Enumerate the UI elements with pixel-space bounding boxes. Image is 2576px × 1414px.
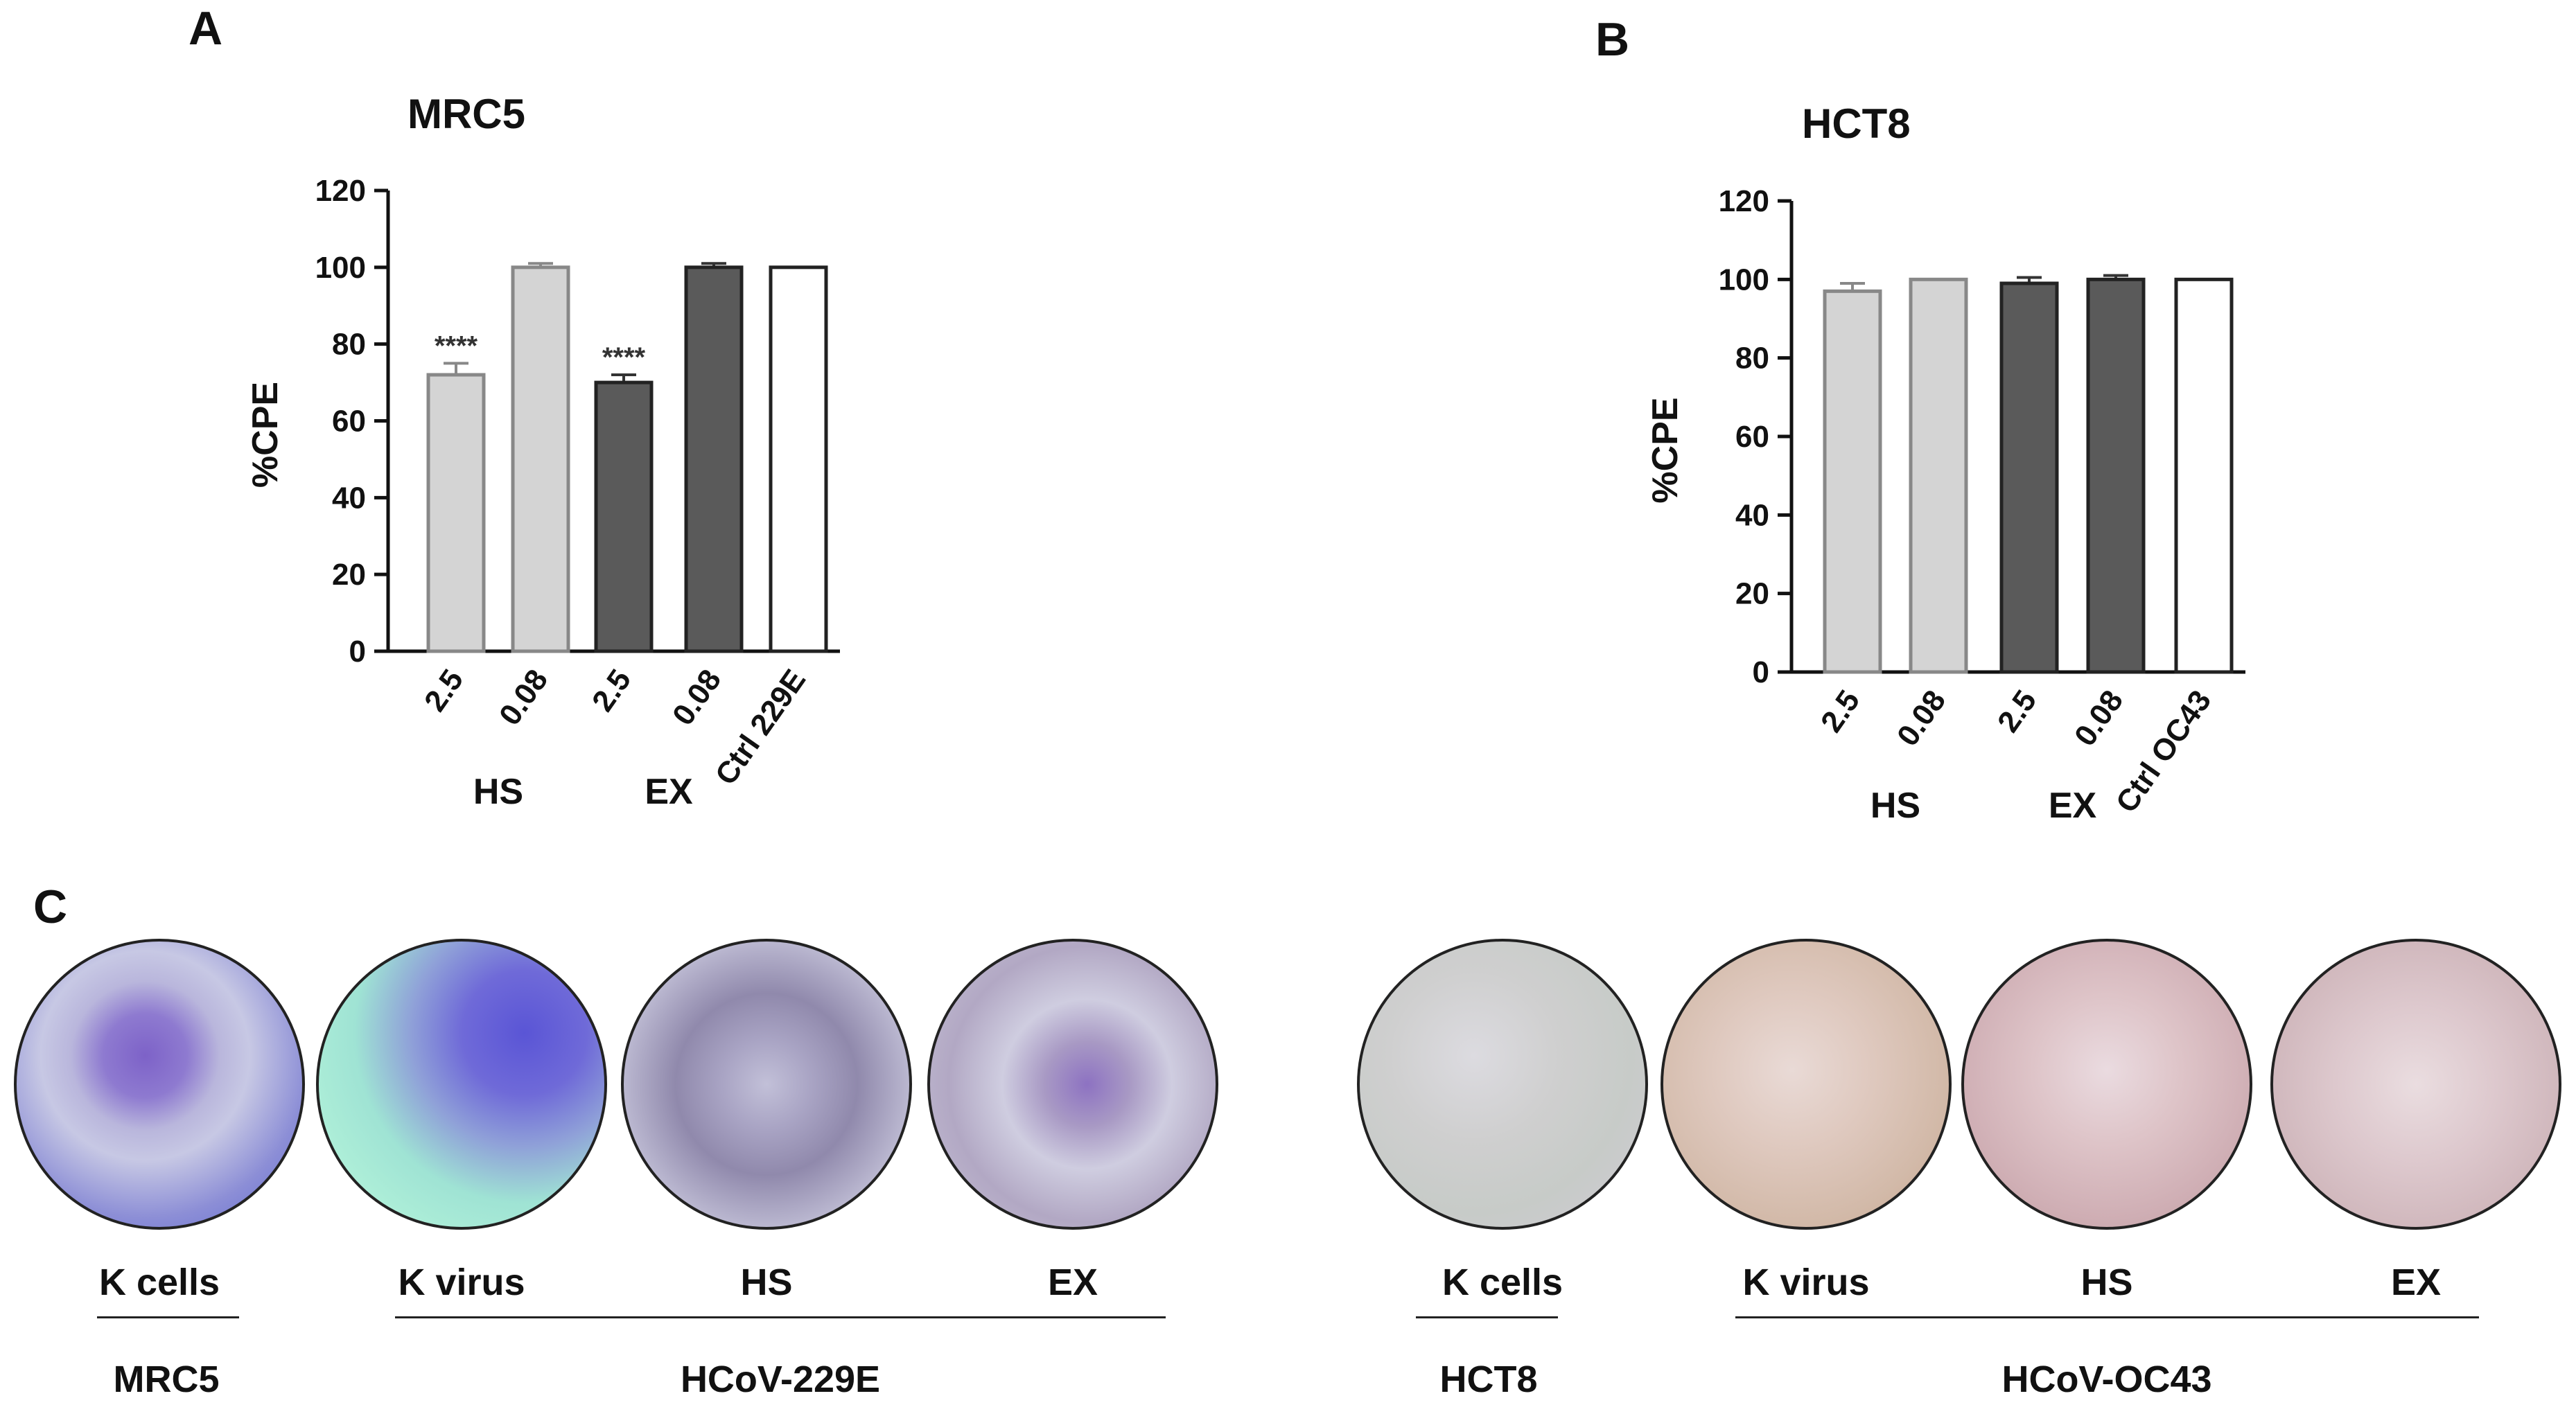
y-tick-label: 20 [332, 558, 366, 592]
significance-label: **** [602, 342, 646, 373]
well-label: K virus [398, 1262, 525, 1303]
well-hct8-hs [1961, 939, 2252, 1230]
group-label: EX [645, 772, 693, 812]
x-tick-label: 2.5 [1991, 684, 2043, 739]
x-tick-label: 2.5 [586, 664, 638, 718]
y-tick-label: 60 [332, 405, 366, 439]
y-tick-label: 120 [315, 174, 366, 208]
bar [2086, 277, 2146, 674]
group-label: EX [2049, 786, 2097, 826]
bar [2174, 277, 2234, 674]
bar [769, 265, 828, 653]
well-mrc5-k-virus [316, 939, 607, 1230]
well-hct8-k-virus [1661, 939, 1952, 1230]
chart-b-title: HCT8 [1802, 100, 1911, 147]
x-tick-label: 0.08 [2068, 684, 2130, 752]
y-tick-label: 40 [1735, 498, 1769, 532]
x-tick-label: 2.5 [1814, 684, 1866, 739]
y-tick-label: 80 [1735, 342, 1769, 375]
group-line-oc43 [1735, 1316, 2479, 1318]
bar [1999, 281, 2059, 674]
well-mrc5-k-cells [14, 939, 305, 1230]
y-tick-label: 40 [332, 481, 366, 515]
y-tick-label: 0 [1753, 655, 1769, 689]
group-label: HS [473, 772, 523, 812]
significance-label: **** [435, 330, 478, 361]
well-label: HS [2080, 1262, 2133, 1303]
well-label: HS [740, 1262, 793, 1303]
well-label: K cells [98, 1262, 220, 1303]
panel-label-a: A [189, 2, 223, 55]
group-label-229e: HCoV-229E [680, 1359, 881, 1400]
x-tick-label: 0.08 [493, 664, 554, 732]
y-tick-label: 80 [332, 328, 366, 362]
chart-a-title: MRC5 [408, 91, 526, 137]
y-tick-label: 0 [349, 635, 366, 669]
well-label: K cells [1442, 1262, 1563, 1303]
bar [511, 265, 570, 653]
x-tick-label: 0.08 [1891, 684, 1952, 752]
well-label: EX [2390, 1262, 2442, 1303]
well-mrc5-hs [621, 939, 912, 1230]
well-mrc5-ex [927, 939, 1218, 1230]
group-line-mrc5 [97, 1316, 239, 1318]
well-label: EX [1047, 1262, 1098, 1303]
well-label: K virus [1742, 1262, 1870, 1303]
y-tick-label: 100 [315, 251, 366, 285]
x-tick-label: 0.08 [666, 664, 728, 732]
bar [426, 373, 486, 653]
x-tick-label: 2.5 [418, 664, 470, 718]
group-label-hct8: HCT8 [1439, 1359, 1538, 1400]
group-label-mrc5: MRC5 [113, 1359, 220, 1400]
y-tick-label: 60 [1735, 420, 1769, 454]
well-hct8-ex [2270, 939, 2561, 1230]
bar [1823, 289, 1882, 674]
panel-label-b: B [1595, 13, 1630, 66]
bar [594, 380, 654, 653]
group-label: HS [1870, 786, 1920, 826]
y-tick-label: 100 [1719, 263, 1769, 297]
y-axis-label: %CPE [245, 382, 286, 488]
y-axis-label: %CPE [1645, 397, 1685, 503]
panel-label-c: C [33, 881, 68, 933]
bar [684, 265, 744, 653]
bar [1909, 277, 1968, 674]
y-tick-label: 120 [1719, 184, 1769, 218]
group-label-oc43: HCoV-OC43 [2001, 1359, 2212, 1400]
well-hct8-k-cells [1357, 939, 1648, 1230]
group-line-hct8 [1416, 1316, 1558, 1318]
y-tick-label: 20 [1735, 577, 1769, 611]
group-line-229e [395, 1316, 1166, 1318]
